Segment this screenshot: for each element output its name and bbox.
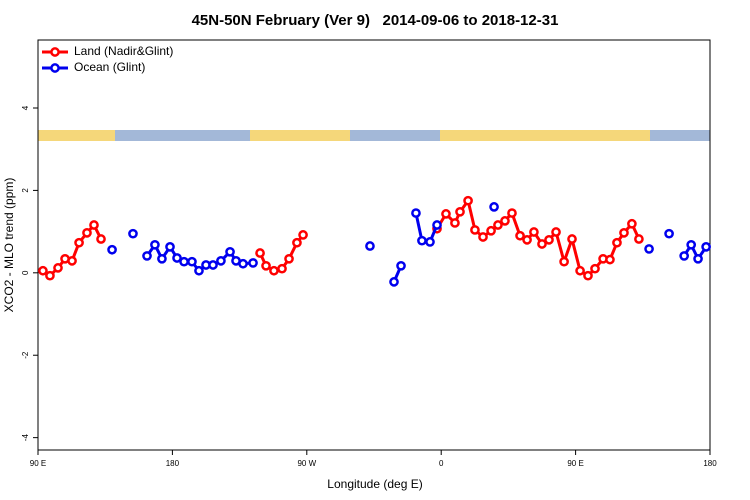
data-point <box>455 206 465 217</box>
data-point <box>463 195 473 206</box>
data-point <box>208 260 218 270</box>
y-tick-label: 0 <box>21 270 30 275</box>
data-point <box>478 232 488 242</box>
data-point <box>165 242 175 252</box>
data-point <box>38 265 48 276</box>
data-point <box>679 251 690 261</box>
data-point <box>187 256 197 267</box>
data-point <box>284 253 294 264</box>
land-strip <box>38 130 115 141</box>
series-line <box>682 241 708 262</box>
series-line <box>42 222 103 278</box>
data-point <box>486 225 496 236</box>
data-point <box>619 227 629 238</box>
data-point <box>389 277 399 287</box>
data-point <box>529 227 539 237</box>
data-point <box>612 237 622 248</box>
data-point <box>255 248 265 258</box>
data-point <box>605 254 615 265</box>
data-point <box>45 270 55 281</box>
legend-marker <box>50 47 60 57</box>
data-point <box>441 209 451 219</box>
data-point <box>128 228 138 239</box>
data-point <box>194 265 204 276</box>
data-point <box>74 237 84 248</box>
data-point <box>522 234 532 245</box>
data-point <box>411 208 421 218</box>
data-point <box>500 216 510 226</box>
data-point <box>225 246 235 257</box>
data-point <box>551 227 561 237</box>
data-point <box>693 253 703 264</box>
data-point <box>107 244 117 255</box>
data-point <box>583 270 593 281</box>
data-point <box>686 239 697 250</box>
chart-title: 45N-50N February (Ver 9) 2014-09-06 to 2… <box>192 12 559 29</box>
data-point <box>489 202 499 212</box>
data-point <box>507 208 517 218</box>
data-point <box>425 237 435 247</box>
data-point <box>277 263 287 274</box>
data-point <box>96 234 106 244</box>
land-strip <box>440 130 650 141</box>
data-point <box>238 258 248 269</box>
data-point <box>82 227 92 238</box>
data-point <box>365 241 375 251</box>
data-point <box>298 230 308 240</box>
data-point <box>172 253 182 263</box>
x-tick-label: 90 W <box>297 459 316 468</box>
data-point <box>432 220 442 230</box>
legend-label: Ocean (Glint) <box>74 60 145 74</box>
data-point <box>261 260 271 271</box>
data-point <box>89 220 99 230</box>
x-axis-label: Longitude (deg E) <box>327 477 422 491</box>
data-point <box>248 258 258 268</box>
ocean-strip <box>38 130 710 141</box>
x-tick-label: 180 <box>703 459 717 468</box>
land-strip <box>250 130 350 141</box>
data-point <box>216 256 226 266</box>
y-tick-label: 2 <box>21 188 30 193</box>
data-point <box>157 253 167 264</box>
data-point <box>644 244 654 254</box>
data-point <box>470 225 480 235</box>
x-tick-label: 90 E <box>30 459 46 468</box>
y-tick-label: 4 <box>21 105 30 110</box>
legend-marker <box>50 63 60 73</box>
x-tick-label: 90 E <box>567 459 583 468</box>
data-point <box>417 235 427 246</box>
x-tick-label: 0 <box>439 459 444 468</box>
y-tick-label: -2 <box>21 351 30 359</box>
data-point <box>450 218 460 228</box>
data-point <box>567 234 577 244</box>
data-point <box>515 230 525 241</box>
data-point <box>269 265 279 276</box>
data-point <box>701 242 711 252</box>
data-point <box>179 256 189 267</box>
y-axis-label: XCO2 - MLO trend (ppm) <box>2 178 16 313</box>
data-point <box>292 237 302 248</box>
data-point <box>150 239 160 250</box>
data-point <box>544 234 554 245</box>
data-point <box>493 220 503 230</box>
data-point <box>537 239 547 249</box>
data-point <box>664 228 674 239</box>
y-tick-label: -4 <box>21 434 30 442</box>
data-point <box>67 256 77 266</box>
data-point <box>142 251 152 261</box>
legend-label: Land (Nadir&Glint) <box>74 44 173 58</box>
data-point <box>590 263 600 274</box>
data-point <box>575 265 585 276</box>
x-tick-label: 180 <box>166 459 180 468</box>
land-mask <box>38 130 710 141</box>
data-point <box>396 260 406 271</box>
data-point <box>559 256 569 267</box>
data-point <box>634 234 644 244</box>
series-line <box>435 197 641 278</box>
data-point <box>53 263 63 273</box>
data-point <box>627 218 637 229</box>
